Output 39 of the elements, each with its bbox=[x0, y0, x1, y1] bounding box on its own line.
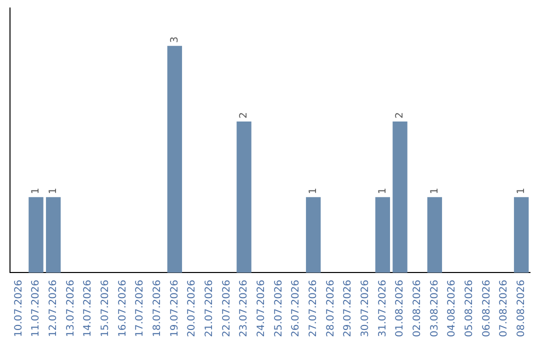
data-label: 1 bbox=[516, 188, 527, 194]
x-tick-label: 27.07.2026 bbox=[308, 280, 319, 338]
data-label: 1 bbox=[30, 188, 42, 194]
x-tick-label: 21.07.2026 bbox=[204, 280, 215, 338]
x-tick-label: 18.07.2026 bbox=[152, 280, 163, 338]
x-tick-label: 14.07.2026 bbox=[82, 280, 94, 338]
data-label: 1 bbox=[308, 188, 319, 194]
data-label: 1 bbox=[377, 188, 388, 194]
x-tick-label: 17.07.2026 bbox=[134, 280, 146, 338]
x-tick-label: 04.08.2026 bbox=[446, 280, 458, 338]
data-label: 2 bbox=[394, 112, 406, 118]
x-tick-label: 07.08.2026 bbox=[498, 280, 510, 338]
x-tick-label: 05.08.2026 bbox=[464, 280, 475, 338]
data-label: 1 bbox=[429, 188, 440, 194]
x-tick-label: 10.07.2026 bbox=[13, 280, 24, 338]
x-tick-label: 11.07.2026 bbox=[30, 280, 42, 338]
x-tick-label: 24.07.2026 bbox=[256, 280, 267, 338]
x-tick-label: 08.08.2026 bbox=[516, 280, 527, 338]
x-tick-label: 12.07.2026 bbox=[48, 280, 59, 338]
x-tick-label: 20.07.2026 bbox=[186, 280, 198, 338]
x-tick-label: 19.07.2026 bbox=[169, 280, 180, 338]
x-tick-label: 03.08.2026 bbox=[429, 280, 440, 338]
x-tick-label: 25.07.2026 bbox=[273, 280, 284, 338]
x-tick-label: 16.07.2026 bbox=[117, 280, 128, 338]
x-tick-label: 23.07.2026 bbox=[238, 280, 250, 338]
data-label: 3 bbox=[169, 36, 180, 43]
x-tick-label: 28.07.2026 bbox=[325, 280, 336, 338]
x-tick-label: 29.07.2026 bbox=[342, 280, 354, 338]
data-label: 2 bbox=[238, 112, 250, 118]
x-tick-label: 22.07.2026 bbox=[221, 280, 232, 338]
x-tick-label: 26.07.2026 bbox=[290, 280, 302, 338]
x-tick-label: 02.08.2026 bbox=[412, 280, 423, 338]
x-tick-label: 15.07.2026 bbox=[100, 280, 111, 338]
data-label: 1 bbox=[48, 188, 59, 194]
x-tick-label: 30.07.2026 bbox=[360, 280, 371, 338]
x-tick-label: 01.08.2026 bbox=[394, 280, 406, 338]
x-tick-label: 13.07.2026 bbox=[65, 280, 76, 338]
x-tick-label: 06.08.2026 bbox=[481, 280, 492, 338]
x-tick-label: 31.07.2026 bbox=[377, 280, 388, 338]
